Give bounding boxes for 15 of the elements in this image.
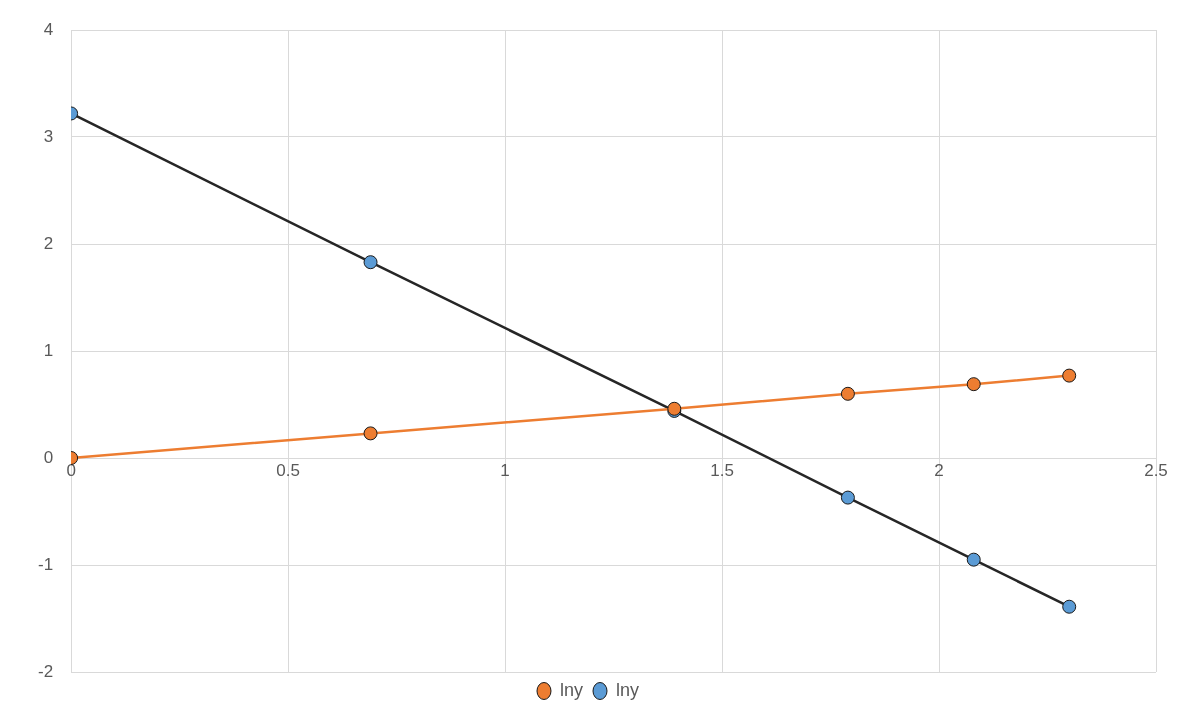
y-tick-label: -1: [37, 554, 54, 574]
y-tick-label: 0: [43, 447, 54, 467]
y-tick-label: 4: [43, 19, 54, 39]
x-tick-label: 1: [500, 460, 510, 480]
y-tick-label: 2: [43, 233, 54, 253]
x-tick-label: 2: [934, 460, 944, 480]
legend-label: lny: [616, 679, 640, 700]
y-tick-label: -2: [37, 661, 54, 681]
y-tick-label: 3: [43, 126, 54, 146]
x-tick-label: 2.5: [1144, 460, 1168, 480]
y-tick-label: 1: [43, 340, 54, 360]
x-tick-label: 0.5: [276, 460, 300, 480]
legend-label: lny: [559, 679, 584, 700]
x-tick-label: 1.5: [710, 460, 734, 480]
x-tick-label: 0: [66, 460, 76, 480]
